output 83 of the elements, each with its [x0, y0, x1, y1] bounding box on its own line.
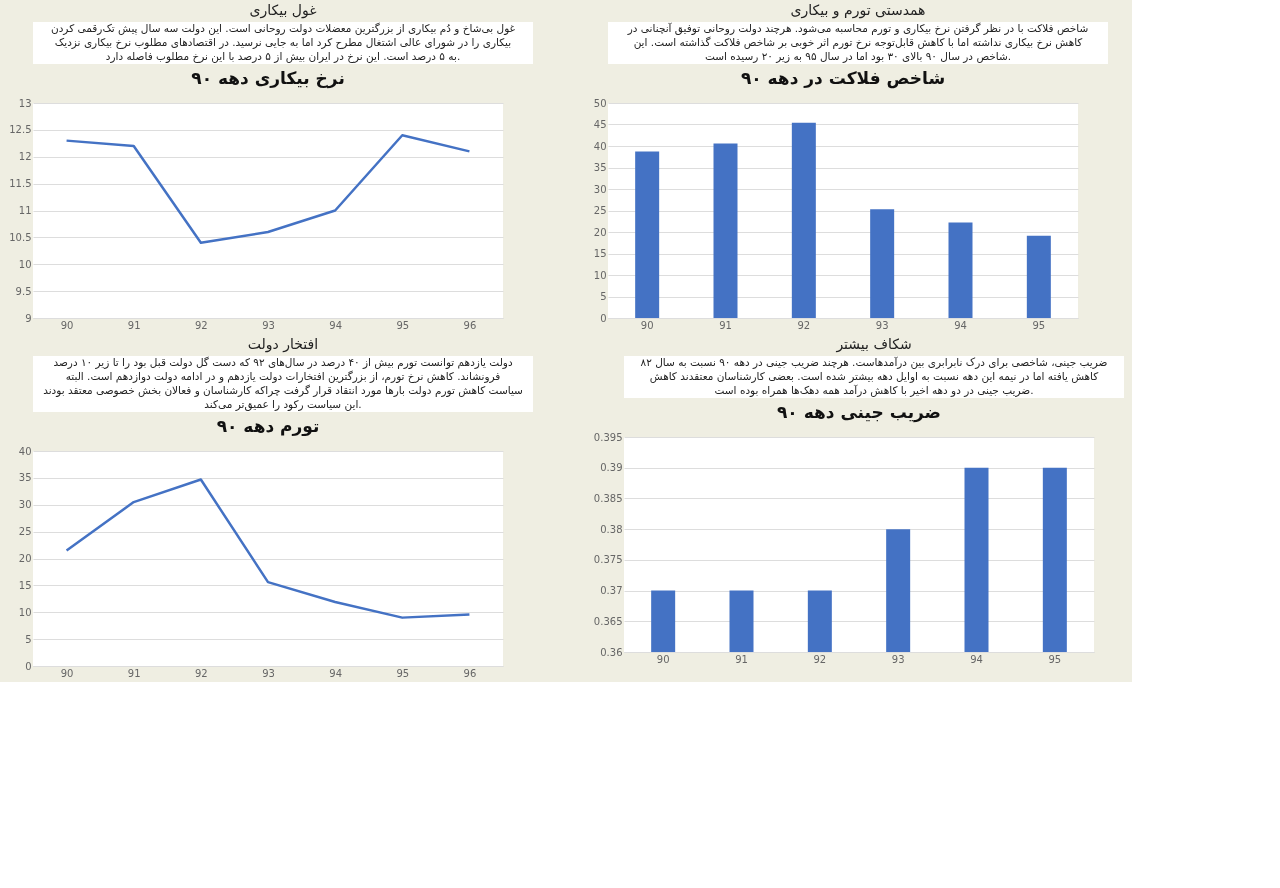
y-tick-label: 12.5: [9, 124, 32, 136]
y-tick-label: 50: [593, 97, 607, 109]
chart-subtitle: ضریب جینی دهه ۹۰: [776, 402, 942, 423]
bar: [870, 209, 895, 318]
x-tick-label: 94: [329, 667, 343, 679]
x-tick-label: 93: [262, 319, 275, 331]
y-tick-label: 0.37: [600, 585, 623, 597]
x-tick-label: 90: [656, 653, 670, 665]
y-tick-label: 30: [593, 183, 607, 195]
chart-title: غول بیکاری: [249, 2, 317, 19]
line-series: [65, 134, 471, 244]
y-tick-label: 10: [18, 606, 32, 618]
x-tick-label: 94: [329, 319, 343, 331]
x-tick-label: 93: [262, 667, 275, 679]
bar: [1026, 235, 1051, 318]
x-tick-label: 95: [396, 667, 410, 679]
x-tick-label: 91: [127, 667, 141, 679]
y-tick-label: 35: [593, 162, 607, 173]
y-tick-label: 0.38: [600, 523, 623, 535]
text: غول بی‌شاخ و دُم بیکاری از بزرگترین معضلات دولت روحانی است. این دولت سه سال پیش تک‌رقمی کردن بیکاری را در شورای عالی اشتغال مطرح کرد اما به جایی نرسید. در اقتصادهای مطلوب نرخ بیکاری نزدیک به ۵ درصد است. این نرخ در ایران بیش از ۵ درصد با این نرخ مطلوب فاصله دارد.: [50, 22, 516, 63]
x-tick-label: 92: [194, 667, 208, 679]
x-tick-label: 92: [813, 653, 827, 665]
x-tick-label: 91: [127, 319, 141, 331]
chart-subtitle: شاخص فلاکت در دهه ۹۰: [740, 68, 946, 89]
y-tick-label: 25: [18, 526, 32, 538]
y-tick-label: 11.5: [9, 178, 32, 190]
bar: [948, 222, 973, 318]
y-tick-label: 0.36: [600, 646, 623, 658]
y-tick-label: 20: [18, 553, 32, 564]
x-tick-label: 96: [463, 667, 477, 679]
bar: [791, 122, 816, 318]
chart-subtitle: تورم دهه ۹۰: [216, 416, 320, 437]
x-tick-label: 94: [954, 319, 967, 331]
bar: [635, 151, 660, 318]
chart-title: همدستی تورم و بیکاری: [790, 2, 926, 19]
y-tick-label: 25: [593, 205, 607, 216]
y-tick-label: 0: [25, 660, 32, 672]
chart-title: افتخار دولت: [247, 336, 319, 353]
x-tick-label: 95: [396, 319, 410, 331]
y-tick-label: 10: [18, 258, 32, 270]
y-tick-label: 10: [593, 269, 607, 281]
y-tick-label: 0.395: [593, 431, 623, 443]
chart-title: شکاف بیشتر: [835, 336, 912, 353]
x-tick-label: 95: [1048, 653, 1062, 665]
y-tick-label: 13: [18, 97, 32, 109]
y-tick-label: 11: [18, 205, 32, 216]
line-series: [65, 478, 471, 619]
y-tick-label: 35: [18, 472, 32, 484]
y-tick-label: 40: [18, 445, 32, 457]
y-tick-label: 12: [18, 151, 32, 163]
text: ضریب جینی، شاخصی برای درک نابرابری بین درآمدهاست. هرچند ضریب جینی در دهه ۹۰ نسبت به سال ۸۲ کاهش یافته اما در نیمه این دهه نسبت به اوایل دهه بیشتر شده است. بعضی کارشناسان معتقدند کاهش ضریب جینی در دو دهه اخیر با کاهش درآمد همه دهک‌ها همراه بوده است.: [640, 356, 1108, 397]
y-tick-label: 5: [600, 291, 607, 302]
chart-subtitle: نرخ بیکاری دهه ۹۰: [191, 68, 345, 89]
y-tick-label: 40: [593, 140, 607, 152]
x-tick-label: 92: [194, 319, 208, 331]
y-tick-label: 9: [25, 312, 32, 324]
y-tick-label: 15: [18, 579, 32, 591]
x-tick-label: 91: [719, 319, 732, 331]
x-tick-label: 91: [735, 653, 748, 665]
x-tick-label: 93: [875, 319, 889, 331]
text: دولت یازدهم توانست تورم بیش از ۴۰ درصد در سال‌های ۹۲ که دست گل دولت قبل بود را تا زیر ۱۰ درصد فرونشاند. کاهش نرخ تورم، از بزرگترین افتخارات دولت یازدهم و در ادامه دولت دوازدهم است. البته سیاست کاهش تورم دولت بارها مورد انتقاد قرار گرفت چراکه کارشناسان و فعالان بخش خصوصی معتقد بودند این سیاست رکود را عمیق‌تر می‌کند.: [43, 356, 523, 411]
x-tick-label: 94: [970, 653, 983, 665]
y-tick-label: 0.39: [600, 462, 623, 474]
text: شاخص فلاکت با در نظر گرفتن نرخ بیکاری و تورم محاسبه می‌شود. هرچند دولت روحانی توفیق آنچنانی در کاهش نرخ بیکاری نداشته اما با کاهش قابل‌توجه نرخ تورم اثر خوبی بر شاخص فلاکت گذاشته است. این شاخص در سال ۹۰ بالای ۳۰ بود اما در سال ۹۵ به زیر ۲۰ رسیده است.: [626, 22, 1089, 63]
y-tick-label: 0: [600, 312, 607, 324]
x-tick-label: 90: [60, 667, 74, 679]
x-tick-label: 90: [640, 319, 654, 331]
y-tick-label: 45: [593, 119, 607, 130]
y-tick-label: 20: [593, 226, 607, 238]
y-tick-label: 5: [25, 633, 32, 645]
y-tick-label: 0.375: [593, 554, 623, 566]
x-tick-label: 90: [60, 319, 74, 331]
x-tick-label: 92: [797, 319, 811, 331]
y-tick-label: 0.385: [593, 492, 623, 504]
x-tick-label: 96: [463, 319, 477, 331]
y-tick-label: 0.365: [593, 615, 623, 627]
y-tick-label: 10.5: [9, 231, 32, 243]
y-tick-label: 30: [18, 499, 32, 511]
x-tick-label: 95: [1032, 319, 1046, 331]
x-tick-label: 93: [891, 653, 905, 665]
bar: [713, 143, 738, 318]
y-tick-label: 15: [593, 248, 607, 259]
y-tick-label: 9.5: [15, 285, 32, 297]
